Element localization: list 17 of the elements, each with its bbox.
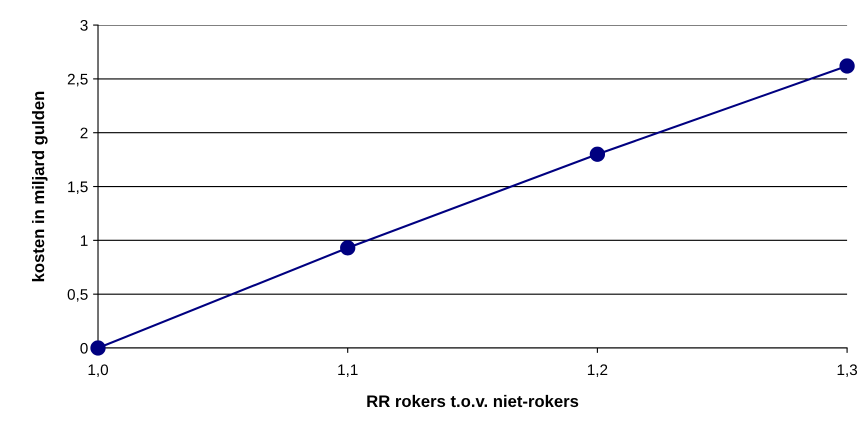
- x-tick-label: 1,0: [88, 364, 108, 377]
- y-tick-label: 1: [80, 235, 88, 246]
- x-tick-label: 1,3: [838, 364, 858, 377]
- y-tick-label: 1,5: [68, 182, 88, 194]
- point: [90, 340, 106, 356]
- x-tick-label: 1,2: [588, 364, 608, 377]
- y-axis-title: kosten in miljard gulden: [32, 92, 48, 282]
- point: [590, 146, 606, 162]
- point: [340, 240, 356, 256]
- y-tick-label: 3: [80, 20, 88, 31]
- y-tick-label: 0: [80, 342, 88, 354]
- y-tick-label: 2,5: [68, 74, 88, 86]
- x-tick-label: 1,1: [338, 364, 358, 377]
- point: [839, 58, 855, 74]
- x-axis-title: RR rokers t.o.v. niet-rokers: [367, 394, 578, 408]
- y-tick-label: 2: [80, 128, 88, 138]
- y-tick-label: 0,5: [68, 289, 88, 302]
